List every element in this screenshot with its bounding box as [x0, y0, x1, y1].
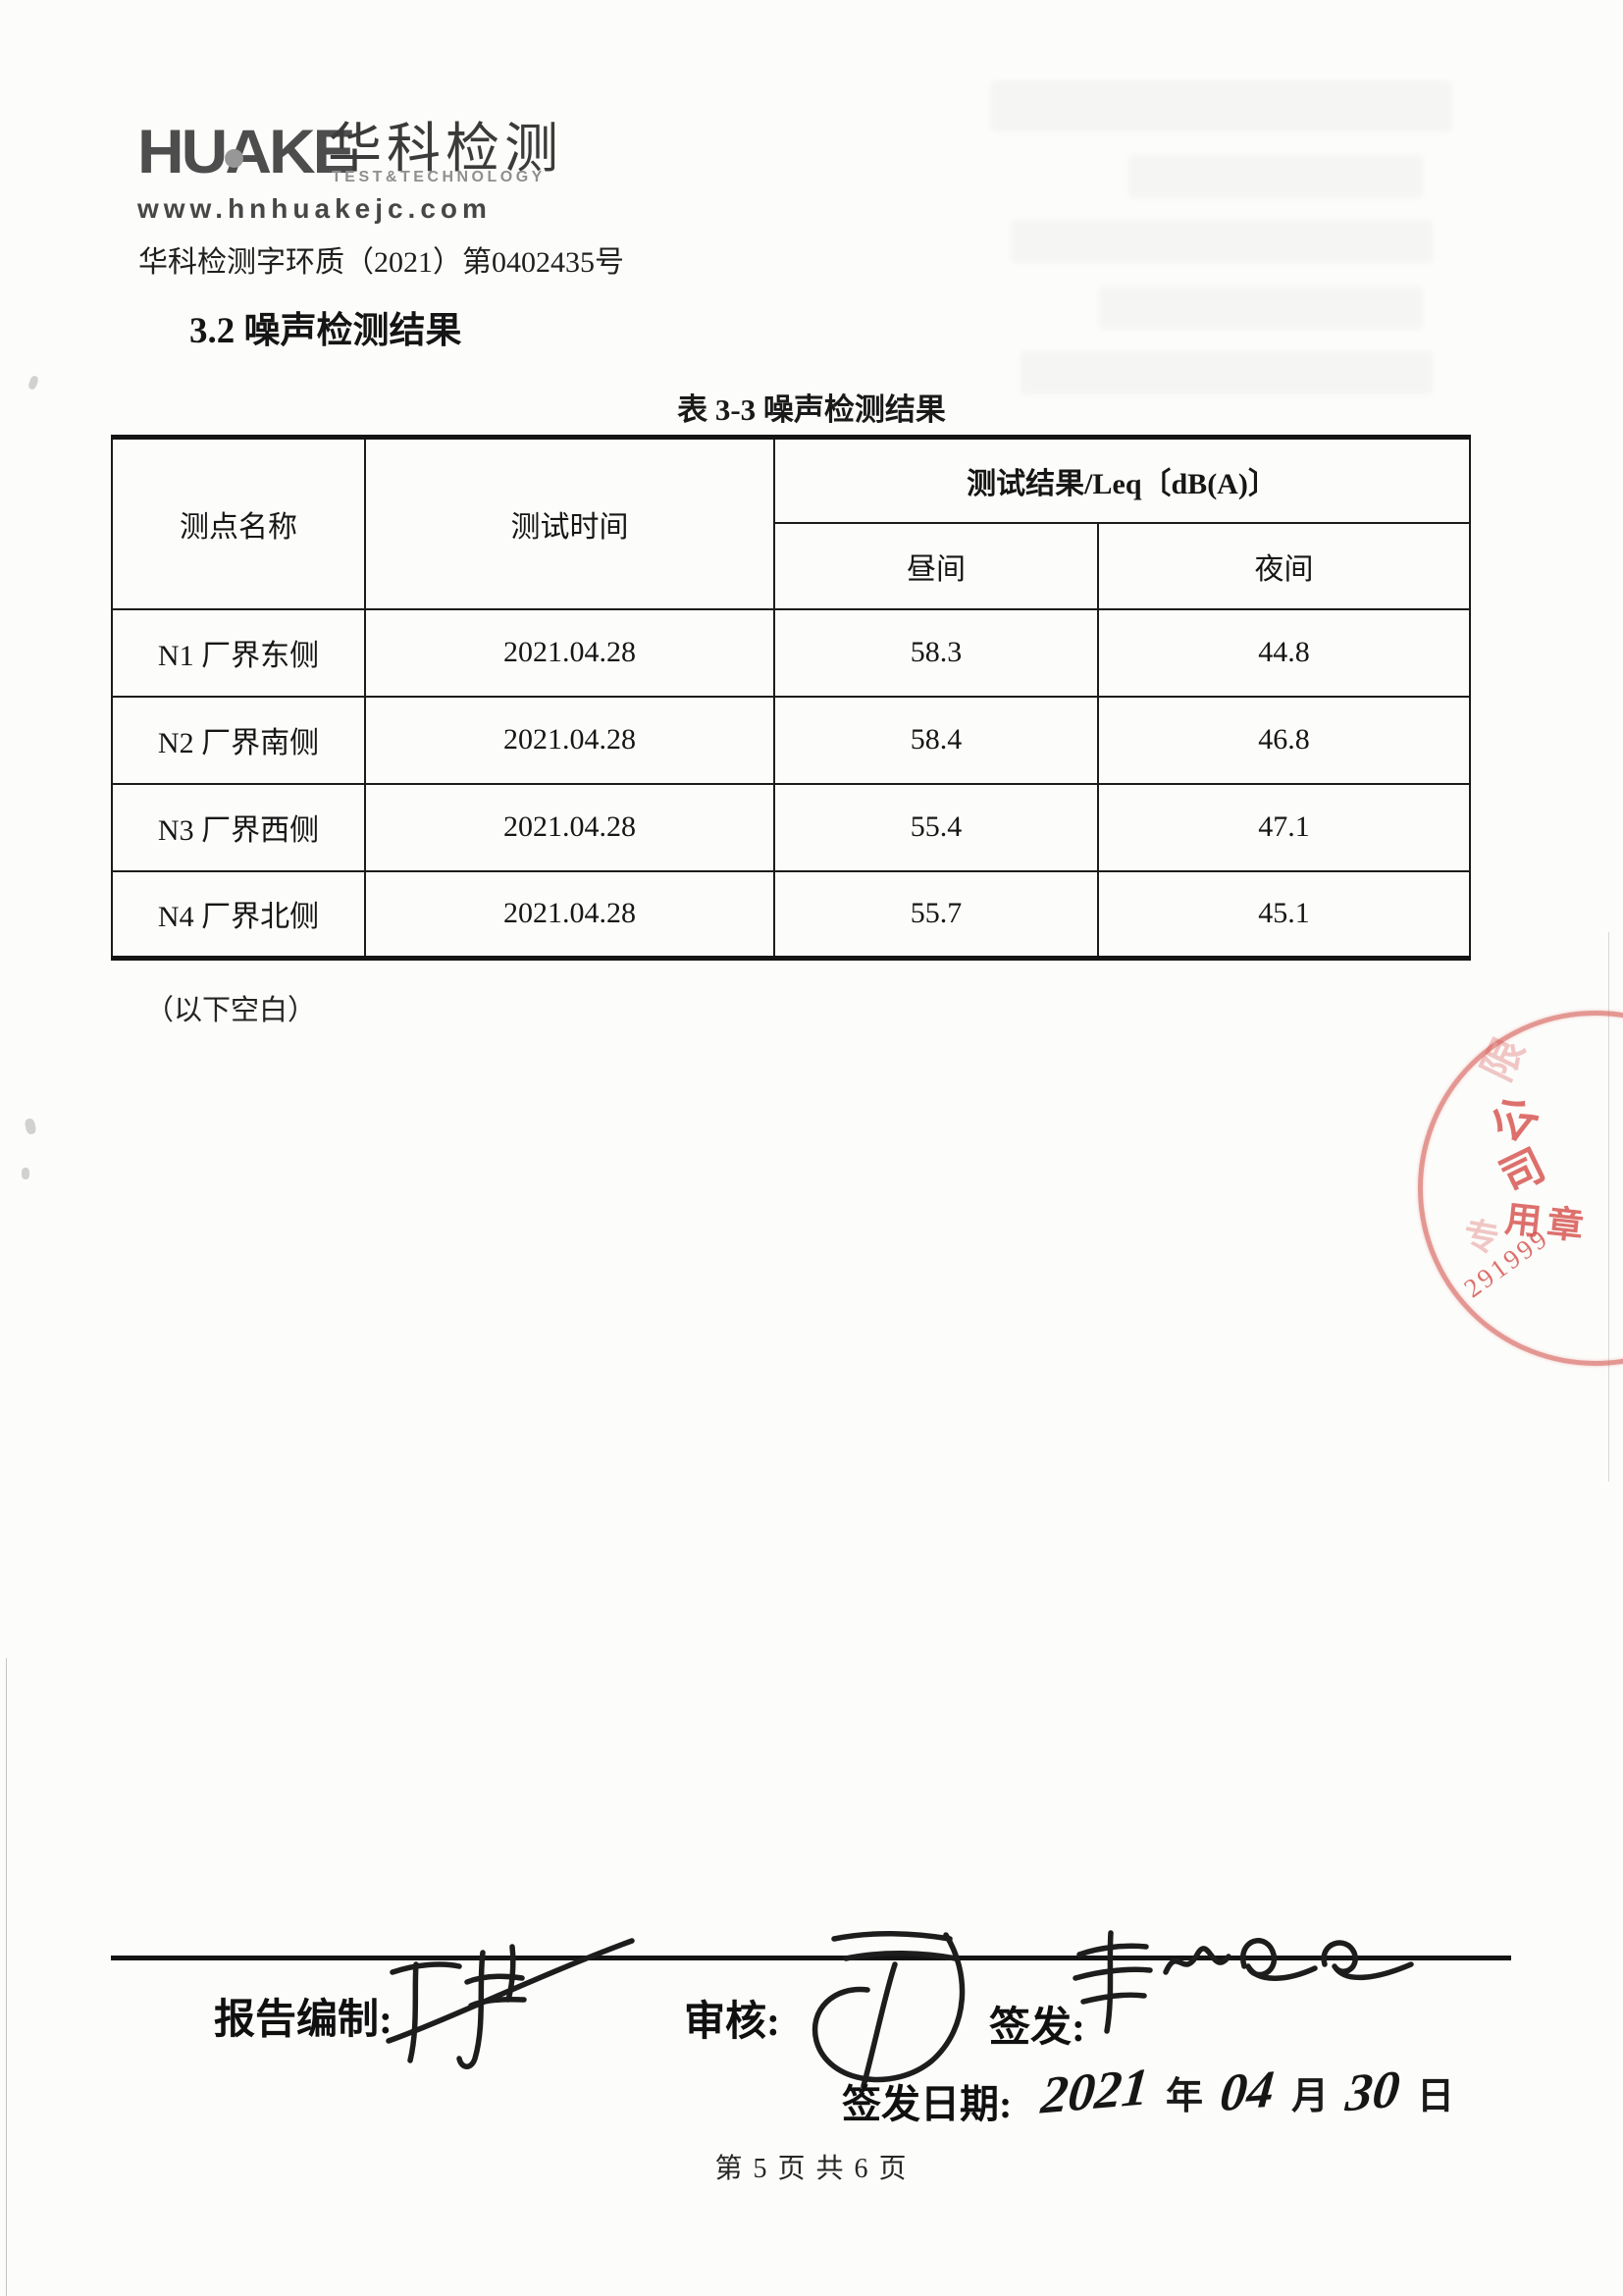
- logo-dot-icon: [225, 149, 243, 168]
- stamp-arc-char-fragment: 限: [1475, 1031, 1534, 1089]
- stamp-digits: 291999: [1458, 1222, 1555, 1304]
- issue-date-year: 2021: [1038, 2057, 1152, 2125]
- signature-divider-line: [111, 1956, 1511, 1960]
- cell-day: 58.3: [773, 607, 1099, 698]
- scan-ghost: [1128, 155, 1423, 198]
- issue-date-value: 2021 年 04 月 30 日: [1032, 2057, 1462, 2124]
- cell-time: 2021.04.28: [364, 607, 775, 698]
- issue-date-month: 04: [1218, 2059, 1277, 2123]
- reviewed-by-label: 审核:: [684, 2000, 780, 2045]
- col-header-time: 测试时间: [364, 436, 775, 610]
- scan-fold-line: [1608, 932, 1609, 1482]
- col-header-point: 测点名称: [111, 436, 366, 610]
- year-unit: 年: [1166, 2076, 1204, 2117]
- scan-ghost: [1021, 351, 1433, 394]
- cell-night: 46.8: [1097, 695, 1471, 785]
- col-header-day: 昼间: [773, 521, 1099, 610]
- signature-issued-scribble: [1068, 1921, 1421, 2039]
- table-row: N4 厂界北侧 2021.04.28 55.7 45.1: [111, 869, 1471, 960]
- cell-point: N2 厂界南侧: [111, 695, 366, 785]
- cell-time: 2021.04.28: [364, 782, 775, 872]
- logo-chinese-name: 华科检测: [328, 119, 564, 179]
- table-row: N2 厂界南侧 2021.04.28 58.4 46.8: [111, 695, 1471, 785]
- issued-by-label: 签发:: [989, 2006, 1085, 2051]
- section-heading: 3.2 噪声检测结果: [189, 311, 462, 351]
- stamp-mid-text: 用章: [1502, 1199, 1592, 1249]
- cell-night: 45.1: [1097, 869, 1471, 960]
- scan-speck: [24, 1118, 37, 1135]
- cell-time: 2021.04.28: [364, 869, 775, 960]
- huake-logo: HUAKE: [137, 116, 356, 186]
- website-text: www.hnhuakejc.com: [137, 193, 492, 224]
- cell-day: 55.4: [773, 782, 1099, 872]
- cell-night: 47.1: [1097, 782, 1471, 872]
- scan-ghost: [1099, 287, 1423, 330]
- cell-day: 58.4: [773, 695, 1099, 785]
- cell-point: N4 厂界北侧: [111, 869, 366, 960]
- noise-results-table: 测点名称 测试时间 测试结果/Leq〔dB(A)〕 昼间 夜间 N1 厂界东侧 …: [111, 435, 1471, 961]
- table-row: N1 厂界东侧 2021.04.28 58.3 44.8: [111, 607, 1471, 698]
- table-title: 表 3-3 噪声检测结果: [677, 392, 946, 427]
- signature-reviewed-scribble: [777, 1925, 1003, 2092]
- col-header-result-group: 测试结果/Leq〔dB(A)〕: [773, 436, 1471, 524]
- col-header-night: 夜间: [1097, 521, 1471, 610]
- stamp-mid-partial: 专: [1460, 1215, 1502, 1260]
- stamp-ring: [1418, 1011, 1623, 1366]
- cell-day: 55.7: [773, 869, 1099, 960]
- issue-date-day: 30: [1343, 2059, 1402, 2123]
- page-footer: 第 5 页 共 6 页: [714, 2154, 909, 2184]
- day-unit: 日: [1417, 2076, 1455, 2117]
- prepared-by-label: 报告编制:: [214, 1998, 393, 2043]
- table-row: N3 厂界西侧 2021.04.28 55.4 47.1: [111, 782, 1471, 872]
- logo-tagline: TEST&TECHNOLOGY: [332, 169, 546, 185]
- month-unit: 月: [1291, 2076, 1330, 2117]
- table-header-row-1: 测点名称 测试时间 测试结果/Leq〔dB(A)〕: [111, 436, 1471, 610]
- company-stamp: 限 公 司 专 用章 291999: [1374, 981, 1623, 1393]
- scan-ghost: [1011, 220, 1433, 263]
- stamp-arc-text: 公: [1482, 1087, 1547, 1152]
- scan-speck: [22, 1168, 29, 1179]
- doc-number: 华科检测字环质（2021）第0402435号: [138, 246, 624, 279]
- cell-point: N1 厂界东侧: [111, 607, 366, 698]
- cell-night: 44.8: [1097, 607, 1471, 698]
- issue-date-label: 签发日期:: [842, 2082, 1013, 2126]
- stamp-arc-text: 司: [1492, 1140, 1553, 1203]
- table-header-row-2: 昼间 夜间: [112, 521, 1471, 610]
- cell-point: N3 厂界西侧: [111, 782, 366, 872]
- below-table-note: （以下空白）: [145, 995, 317, 1026]
- cell-time: 2021.04.28: [364, 695, 775, 785]
- scan-ghost: [991, 80, 1452, 131]
- signature-prepared-scribble: [365, 1935, 640, 2072]
- scan-edge-line: [6, 1658, 7, 2296]
